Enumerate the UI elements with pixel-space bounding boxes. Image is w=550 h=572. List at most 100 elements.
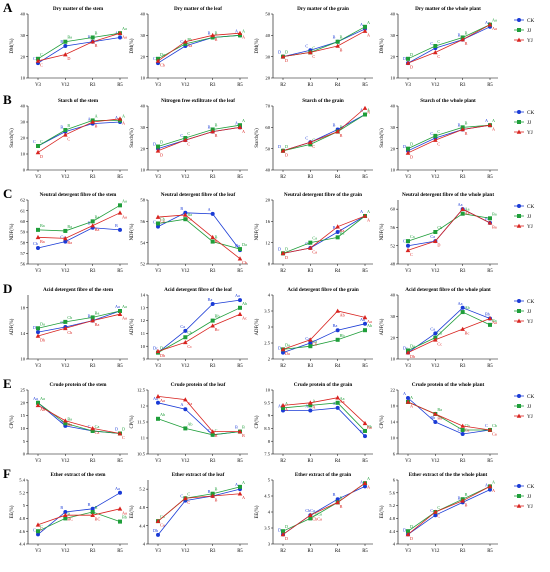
significance-label: Da bbox=[160, 346, 165, 351]
y-tick-label: 13 bbox=[140, 305, 145, 310]
panel-0-2: Dry matter of the grain 20 30 40 50 DM(%) R2 R3… bbox=[255, 6, 373, 88]
significance-label: A bbox=[492, 479, 495, 484]
significance-label: Aa bbox=[153, 396, 158, 401]
y-tick-label: 20 bbox=[20, 400, 25, 405]
data-point-JJ bbox=[183, 335, 188, 340]
data-point-YJ bbox=[433, 411, 438, 416]
data-point-YJ bbox=[362, 213, 368, 218]
x-tick-label: R3 bbox=[210, 175, 216, 180]
significance-label: Aa bbox=[340, 396, 345, 401]
significance-label: Aa bbox=[33, 396, 38, 401]
data-point-CK bbox=[335, 230, 340, 234]
y-axis-label: DM(%) bbox=[10, 38, 15, 53]
data-point-YJ bbox=[405, 60, 411, 65]
data-point-CK bbox=[36, 246, 40, 250]
significance-label: Ca bbox=[492, 432, 497, 437]
significance-label: A bbox=[235, 120, 238, 125]
series-line-JJ bbox=[407, 24, 491, 60]
data-point-YJ bbox=[405, 150, 411, 155]
significance-label: Ca bbox=[60, 235, 65, 240]
x-tick-label: R5 bbox=[237, 83, 243, 88]
significance-label: Ab bbox=[278, 403, 283, 408]
data-point-YJ bbox=[183, 495, 188, 501]
y-tick-label: 2 bbox=[268, 357, 271, 362]
significance-label: C bbox=[33, 527, 36, 532]
data-point-YJ bbox=[63, 418, 68, 423]
significance-label: B bbox=[215, 239, 218, 244]
x-tick-label: R3 bbox=[210, 83, 216, 88]
significance-label: B bbox=[215, 37, 218, 42]
series-line-YJ bbox=[37, 212, 121, 239]
data-point-YJ bbox=[405, 532, 411, 537]
y-tick-label: 4.4 bbox=[19, 542, 25, 547]
legend-marker-JJ bbox=[517, 404, 521, 408]
data-point-YJ bbox=[308, 337, 313, 342]
significance-label: A bbox=[115, 30, 118, 35]
significance-label: Ab bbox=[160, 412, 165, 417]
significance-label: Aa bbox=[40, 396, 45, 401]
significance-label: C bbox=[430, 508, 433, 513]
y-tick-label: 16 bbox=[265, 219, 270, 224]
y-tick-label: 30 bbox=[20, 33, 25, 38]
significance-label: A bbox=[242, 129, 245, 134]
x-tick-label: R5 bbox=[237, 364, 243, 369]
series-line-YJ bbox=[407, 318, 491, 353]
y-tick-label: 4.4 bbox=[389, 529, 395, 534]
data-point-YJ bbox=[362, 420, 368, 426]
x-tick-label: V12 bbox=[431, 364, 440, 369]
data-point-YJ bbox=[117, 431, 123, 436]
series-line-CK bbox=[37, 121, 121, 147]
legend-label-YJ: YJ bbox=[527, 319, 533, 325]
significance-label: B bbox=[180, 206, 183, 211]
x-tick-label: V3 bbox=[405, 175, 411, 180]
significance-label: C bbox=[187, 131, 190, 136]
significance-label: Aa bbox=[465, 211, 470, 216]
significance-label: A bbox=[242, 495, 245, 500]
data-point-JJ bbox=[90, 510, 95, 514]
series-line-CK bbox=[37, 310, 121, 333]
x-tick-label: R5 bbox=[362, 459, 368, 464]
y-tick-label: 8 bbox=[268, 262, 271, 267]
y-axis-label: Starch(%) bbox=[380, 128, 385, 148]
y-tick-label: 48 bbox=[390, 262, 395, 267]
panel-title: Starch of the whole plant bbox=[420, 98, 476, 104]
significance-label: Bc bbox=[215, 327, 220, 332]
significance-label: Ca bbox=[160, 523, 165, 528]
data-point-JJ bbox=[63, 319, 68, 324]
significance-label: C bbox=[305, 135, 308, 140]
panel-5-2: Ether extract of the grain 3 3.5 4 4.5 5 EE(%)… bbox=[255, 472, 373, 554]
y-tick-label: 5.6 bbox=[389, 490, 395, 495]
data-point-YJ bbox=[335, 224, 340, 229]
data-point-YJ bbox=[237, 429, 243, 434]
significance-label: Aa bbox=[465, 207, 470, 212]
significance-label: Ba bbox=[333, 225, 338, 230]
series-line-JJ bbox=[37, 32, 121, 60]
y-tick-label: 5.2 bbox=[19, 490, 25, 495]
data-point-YJ bbox=[308, 512, 313, 517]
significance-label: Aa bbox=[115, 304, 120, 309]
x-tick-label: R5 bbox=[362, 269, 368, 274]
significance-label: Db bbox=[40, 337, 45, 342]
series-line-YJ bbox=[37, 32, 121, 62]
significance-label: Cc bbox=[437, 341, 442, 346]
x-tick-label: R5 bbox=[362, 83, 368, 88]
data-point-YJ bbox=[210, 234, 215, 240]
significance-label: Db bbox=[410, 354, 415, 359]
significance-label: D bbox=[115, 427, 118, 432]
significance-label: Ab bbox=[40, 407, 45, 412]
data-point-JJ bbox=[118, 309, 122, 313]
panel-title: Ether extract of the stem bbox=[51, 472, 107, 478]
series-line-JJ bbox=[157, 307, 241, 353]
significance-label: D bbox=[403, 144, 406, 149]
legend-label-CK: CK bbox=[527, 394, 534, 400]
significance-label: Aa bbox=[492, 18, 497, 23]
data-point-YJ bbox=[237, 124, 243, 130]
data-point-CK bbox=[118, 35, 122, 40]
data-point-YJ bbox=[237, 491, 243, 496]
y-tick-label: 50 bbox=[265, 146, 270, 151]
y-tick-label: 10 bbox=[140, 76, 145, 81]
data-point-CK bbox=[118, 227, 122, 232]
significance-label: Aa bbox=[187, 43, 192, 48]
x-tick-label: R3 bbox=[308, 364, 314, 369]
